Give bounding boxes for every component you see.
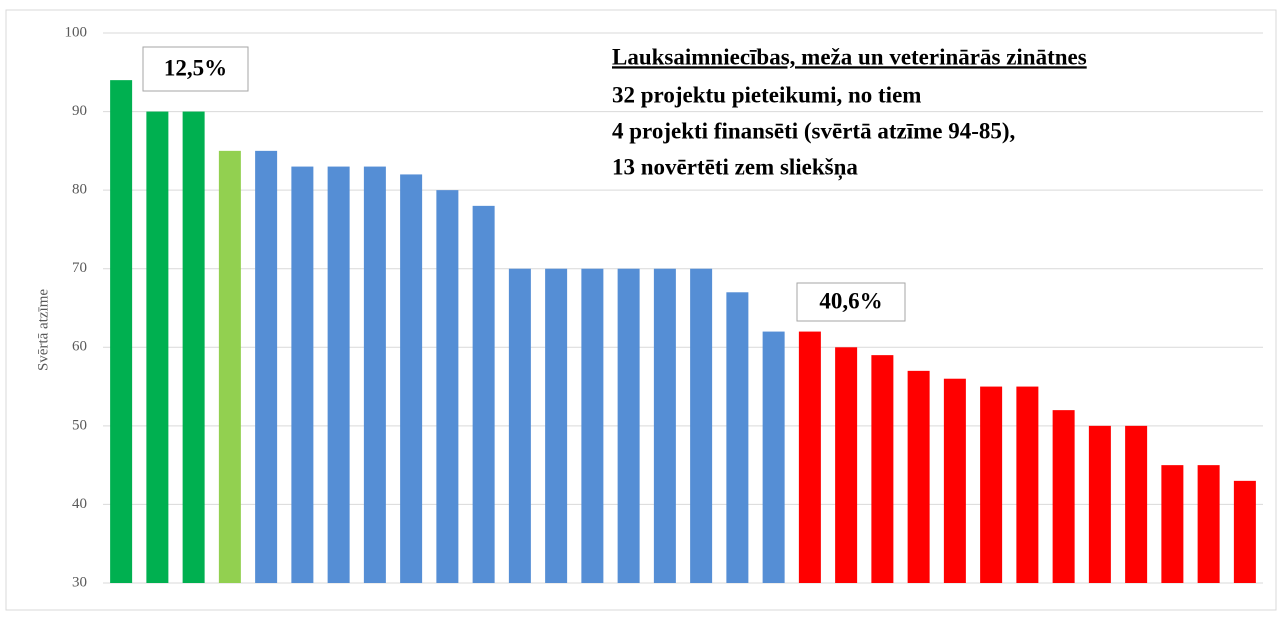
bar bbox=[1233, 480, 1256, 583]
annotation: 40,6% bbox=[819, 288, 882, 313]
y-tick-label: 100 bbox=[65, 24, 88, 40]
annotation-box bbox=[142, 46, 249, 92]
y-axis-label: Svērtā atzīme bbox=[35, 289, 51, 371]
bar bbox=[436, 190, 459, 583]
y-tick-label: 80 bbox=[72, 182, 87, 198]
bar bbox=[1016, 386, 1039, 583]
bar bbox=[327, 166, 350, 584]
y-tick-label: 90 bbox=[72, 103, 87, 119]
chart-title: Lauksaimniecības, meža un veterinārās zi… bbox=[612, 44, 1087, 69]
subtitle-line: 32 projektu pieteikumi, no tiem bbox=[612, 82, 921, 107]
bar bbox=[980, 386, 1003, 583]
bar bbox=[653, 268, 676, 583]
bar bbox=[835, 347, 858, 583]
bar bbox=[146, 111, 169, 584]
bar bbox=[1125, 425, 1148, 583]
bar bbox=[581, 268, 604, 583]
subtitle-line: 4 projekti finansēti (svērtā atzīme 94-8… bbox=[612, 118, 1015, 143]
bar bbox=[400, 174, 423, 583]
subtitle-line: 13 novērtēti zem sliekšņa bbox=[612, 154, 858, 181]
bar bbox=[545, 268, 568, 583]
y-tick-label: 70 bbox=[72, 260, 87, 276]
bar bbox=[1197, 465, 1220, 583]
bar bbox=[1088, 425, 1111, 583]
bar bbox=[617, 268, 640, 583]
y-tick-label: 30 bbox=[72, 574, 87, 590]
bar bbox=[110, 80, 133, 584]
bar bbox=[255, 150, 278, 583]
bar bbox=[218, 150, 241, 583]
bar bbox=[726, 292, 749, 583]
bar bbox=[291, 166, 314, 584]
bar bbox=[907, 370, 930, 583]
y-tick-label: 50 bbox=[72, 417, 87, 433]
bar bbox=[182, 111, 205, 584]
y-tick-label: 60 bbox=[72, 339, 87, 355]
bar bbox=[762, 331, 785, 583]
bar bbox=[363, 166, 386, 584]
bar bbox=[1161, 465, 1184, 583]
bar bbox=[943, 378, 966, 583]
bar bbox=[472, 205, 495, 583]
y-tick-label: 40 bbox=[72, 496, 87, 512]
bar bbox=[690, 268, 713, 583]
bar bbox=[871, 355, 894, 583]
annotation-box bbox=[796, 282, 906, 322]
annotation: 12,5% bbox=[164, 55, 227, 80]
bar bbox=[1052, 410, 1075, 583]
bar bbox=[798, 331, 821, 583]
bar bbox=[508, 268, 531, 583]
